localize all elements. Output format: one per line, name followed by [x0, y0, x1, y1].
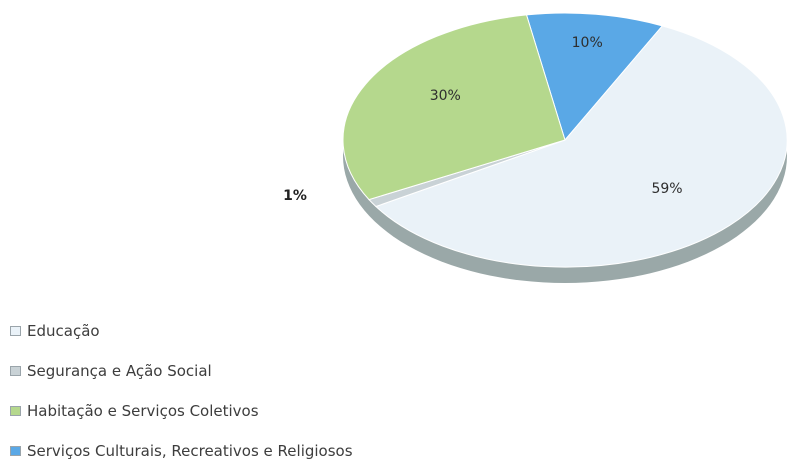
pie-data-labels: 59% 1% 30% 10% [283, 35, 682, 204]
legend-swatch [10, 326, 21, 336]
legend-item-seguranca: Segurança e Ação Social [10, 351, 610, 391]
legend-label: Habitação e Serviços Coletivos [27, 402, 259, 420]
legend-label: Segurança e Ação Social [27, 362, 212, 380]
legend-swatch [10, 366, 21, 376]
pie-chart: 59% 1% 30% 10% [283, 12, 787, 283]
slice-servicos-culturais [525, 12, 664, 142]
legend-item-servicos-culturais: Serviços Culturais, Recreativos e Religi… [10, 431, 610, 471]
pie-slices [342, 12, 787, 268]
legend-swatch [10, 446, 21, 456]
data-label-servicos-culturais: 10% [572, 35, 603, 51]
chart-legend: Educação Segurança e Ação Social Habitaç… [10, 311, 610, 471]
legend-label: Educação [27, 322, 100, 340]
legend-item-habitacao: Habitação e Serviços Coletivos [10, 391, 610, 431]
data-label-seguranca-acao-social: 1% [283, 188, 307, 204]
legend-swatch [10, 406, 21, 416]
legend-item-educacao: Educação [10, 311, 610, 351]
legend-label: Serviços Culturais, Recreativos e Religi… [27, 442, 353, 460]
data-label-habitacao: 30% [430, 88, 461, 104]
slice-educacao [374, 25, 787, 268]
slice-habitacao [342, 14, 566, 201]
data-label-educacao: 59% [651, 181, 682, 197]
